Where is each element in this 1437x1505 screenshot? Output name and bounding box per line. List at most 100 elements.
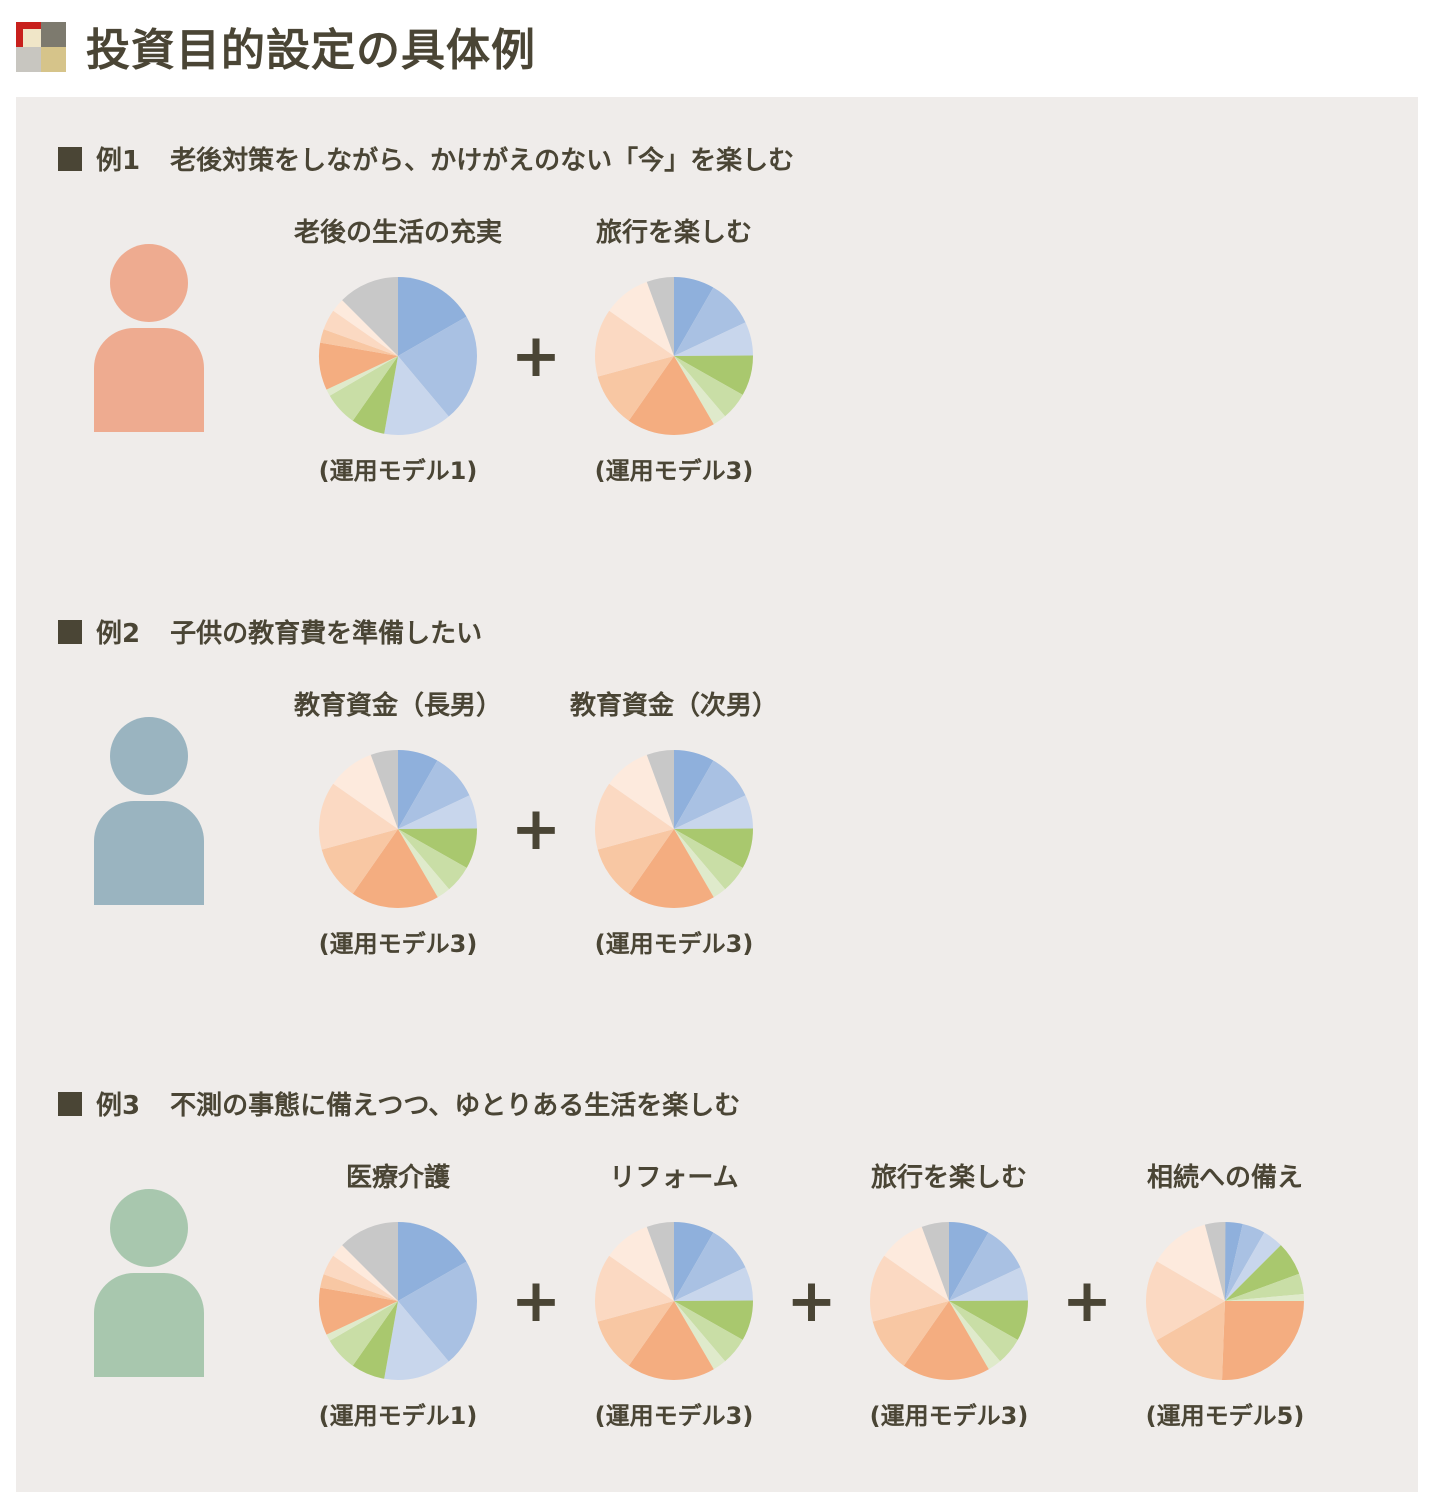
model-caption: (運用モデル3) bbox=[594, 929, 754, 958]
pie-slice bbox=[674, 828, 743, 889]
pie-slice bbox=[1225, 1224, 1265, 1301]
pie-slice bbox=[370, 749, 398, 829]
pie-slice bbox=[646, 277, 674, 356]
pie-slice bbox=[1222, 1301, 1304, 1380]
model-caption: (運用モデル3) bbox=[594, 1402, 754, 1430]
pie-slice bbox=[329, 1301, 398, 1366]
pie-slice bbox=[674, 1300, 753, 1340]
pie-chart-model-5 bbox=[1146, 1222, 1304, 1380]
person-body bbox=[94, 1273, 204, 1377]
pie-chart-model-1 bbox=[319, 277, 477, 435]
pie-slice bbox=[674, 356, 743, 417]
goal-name: 旅行を楽しむ bbox=[595, 218, 752, 248]
pie-slice bbox=[1225, 1294, 1304, 1301]
pie-slice bbox=[384, 356, 449, 435]
pie-slice bbox=[595, 310, 674, 377]
pie-slice bbox=[329, 356, 398, 421]
person-body bbox=[94, 328, 204, 432]
pie-chart-model-3 bbox=[595, 749, 753, 908]
pie-slice bbox=[384, 1301, 449, 1380]
pie-slice bbox=[609, 1226, 674, 1301]
pie-slice bbox=[949, 1301, 1018, 1362]
pie-slice bbox=[949, 1300, 1028, 1340]
pie-slice bbox=[326, 356, 398, 396]
goal-name: 教育資金（長男） bbox=[293, 690, 502, 721]
pie-chart-model-3 bbox=[319, 749, 477, 908]
person-icon bbox=[94, 716, 204, 907]
pie-slice bbox=[320, 1274, 398, 1301]
pie-slice bbox=[674, 1222, 714, 1301]
pie-slice bbox=[595, 1255, 674, 1322]
pie-slice bbox=[597, 1301, 674, 1366]
model-caption: (運用モデル5) bbox=[1145, 1402, 1305, 1430]
pie-slice bbox=[1225, 1245, 1300, 1301]
person-head bbox=[110, 1189, 188, 1267]
pie-slice bbox=[597, 356, 674, 421]
pie-slice bbox=[333, 1245, 398, 1301]
pie-slice bbox=[674, 828, 726, 897]
pie-slice bbox=[333, 300, 398, 356]
person-body bbox=[94, 800, 204, 905]
square-bullet-icon bbox=[58, 1092, 82, 1116]
pie-slice bbox=[323, 1255, 398, 1301]
pie-slice bbox=[674, 749, 714, 829]
person-icon bbox=[94, 244, 204, 434]
pie-slice bbox=[1156, 1224, 1225, 1301]
pie-slice bbox=[398, 794, 477, 829]
pie-slice bbox=[674, 355, 753, 395]
pie-chart-model-1 bbox=[319, 1222, 477, 1380]
plus-icon: + bbox=[510, 793, 562, 864]
pie-slice bbox=[628, 1301, 714, 1380]
pie-slice bbox=[646, 1222, 674, 1301]
pie-slice bbox=[352, 1301, 398, 1379]
pie-slice bbox=[949, 1222, 989, 1301]
pie-chart-model-3 bbox=[870, 1222, 1028, 1380]
pie-slice bbox=[609, 281, 674, 356]
person-icon bbox=[94, 1189, 204, 1379]
example-title: 子供の教育費を準備したい bbox=[170, 618, 483, 649]
pie-slice bbox=[320, 329, 398, 356]
pie-slice bbox=[398, 1222, 467, 1301]
pie-slice bbox=[398, 749, 438, 829]
example-number: 例3 bbox=[96, 1091, 141, 1121]
model-caption: (運用モデル3) bbox=[869, 1402, 1029, 1430]
model-caption: (運用モデル3) bbox=[594, 457, 754, 485]
pie-slice bbox=[674, 277, 714, 356]
goal-name: 相続への備え bbox=[1146, 1163, 1303, 1193]
pie-slice bbox=[1146, 1261, 1225, 1341]
pie-slice bbox=[326, 1301, 398, 1341]
plus-icon: + bbox=[786, 1266, 837, 1336]
person-head bbox=[110, 244, 188, 322]
pie-slice bbox=[674, 1267, 753, 1301]
pie-slice bbox=[872, 1301, 949, 1366]
goal-name: リフォーム bbox=[609, 1163, 739, 1193]
model-caption: (運用モデル1) bbox=[318, 1402, 478, 1430]
pie-slice bbox=[674, 287, 746, 356]
example-heading: 例3 不測の事態に備えつつ、ゆとりある生活を楽しむ bbox=[58, 1085, 740, 1122]
pie-slice bbox=[1156, 1301, 1225, 1380]
square-bullet-icon bbox=[58, 147, 82, 171]
pie-slice bbox=[674, 828, 753, 868]
pie-slice bbox=[398, 316, 477, 417]
pie-slice bbox=[609, 754, 674, 829]
pie-slice bbox=[674, 1301, 743, 1362]
goal-name: 旅行を楽しむ bbox=[870, 1163, 1027, 1193]
pie-slice bbox=[628, 356, 714, 435]
plus-icon: + bbox=[510, 1266, 562, 1336]
pie-slice bbox=[949, 1267, 1028, 1301]
pie-chart-model-3 bbox=[595, 277, 753, 435]
pie-slice bbox=[398, 277, 467, 356]
pie-slice bbox=[352, 828, 438, 908]
pie-slice bbox=[949, 1301, 1001, 1370]
pie-slice bbox=[1225, 1232, 1281, 1301]
plus-icon: + bbox=[1061, 1266, 1113, 1336]
pie-slice bbox=[1225, 1222, 1243, 1301]
pie-slice bbox=[903, 1301, 989, 1380]
pie-slice bbox=[674, 1232, 746, 1301]
pie-slice bbox=[674, 1301, 726, 1370]
page-title: 投資目的設定の具体例 bbox=[86, 25, 536, 76]
pie-slice bbox=[674, 356, 726, 425]
pie-slice bbox=[1204, 1222, 1226, 1301]
pie-slice bbox=[342, 1222, 398, 1301]
pie-slice bbox=[674, 760, 746, 829]
